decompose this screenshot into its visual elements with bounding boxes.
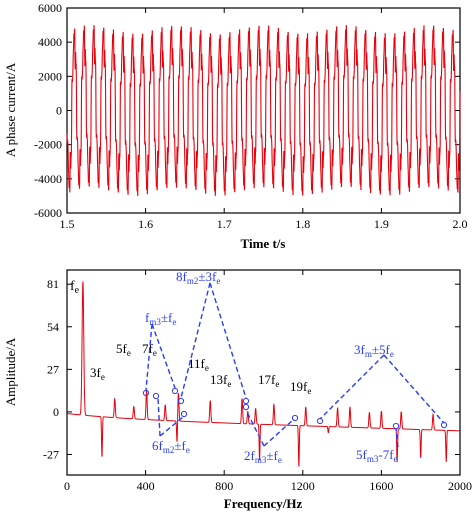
x-tick-label: 1600: [369, 479, 393, 493]
y-tick-label: 27: [47, 362, 59, 376]
marker: [392, 422, 400, 430]
marker: [291, 414, 299, 422]
top-y-axis-ticks: 6000 4000 2000 0 -2000 -4000 -6000: [34, 1, 460, 220]
x-tick-label: 1.9: [374, 217, 389, 231]
x-tick-label: 0: [64, 479, 70, 493]
current-waveform-line: [66, 25, 461, 196]
marker: [316, 417, 324, 425]
peak-label-5fe: 5fe: [116, 341, 131, 358]
x-tick-label: 1.7: [217, 217, 232, 231]
annotation-lines: [145, 282, 445, 448]
spectrum-line: [66, 281, 461, 467]
marker: [440, 421, 448, 429]
annotation-line-2fm3: [245, 409, 295, 447]
annotation-label-8fm2-3fe: 8fm2±3fe: [176, 269, 220, 286]
marker: [180, 410, 188, 418]
y-tick-label: -27: [43, 448, 59, 462]
annotation-line-3fm: [319, 354, 445, 424]
peak-label-17fe: 17fe: [258, 372, 279, 389]
bottom-y-axis-label: Amplitude/A: [3, 337, 18, 406]
bottom-y-axis-ticks: 81 54 27 0 -27: [43, 277, 460, 462]
peak-label-fe: fe: [70, 279, 80, 296]
x-tick-label: 400: [137, 479, 155, 493]
bottom-x-axis-label: Frequency/Hz: [224, 496, 303, 511]
y-tick-label: 4000: [38, 35, 62, 49]
y-tick-label: 6000: [38, 1, 62, 15]
marker: [177, 397, 185, 405]
y-tick-label: 0: [53, 405, 59, 419]
marker: [242, 397, 250, 405]
annotation-label-fm3-fe: fm3±fe: [145, 310, 176, 327]
top-x-axis-label: Time t/s: [241, 236, 286, 251]
y-tick-label: -2000: [34, 138, 62, 152]
top-y-axis-label: A phase current/A: [3, 62, 18, 157]
x-tick-label: 800: [215, 479, 233, 493]
y-tick-label: 54: [47, 320, 59, 334]
annotation-label-5fm3-7fe: 5fm3-7fe: [356, 447, 398, 464]
annotation-line-8fm2: [180, 282, 247, 399]
x-tick-label: 1200: [291, 479, 315, 493]
peak-label-13fe: 13fe: [210, 372, 231, 389]
peak-label-19fe: 19fe: [290, 379, 311, 396]
bottom-plot-frame: [66, 269, 461, 476]
peak-label-11fe: 11fe: [188, 356, 209, 373]
x-tick-label: 2000: [448, 479, 472, 493]
marker: [242, 403, 250, 411]
y-tick-label: 2000: [38, 69, 62, 83]
y-tick-label: -6000: [34, 206, 62, 220]
top-x-axis-ticks: 1.5 1.6 1.7 1.8 1.9 2.0: [60, 8, 468, 231]
frequency-domain-chart: 81 54 27 0 -27 0 400 800 1200 1600 2000 Frequency…: [3, 269, 472, 511]
annotation-line-fm3: [145, 323, 176, 391]
x-tick-label: 1.8: [295, 217, 310, 231]
x-tick-label: 1.6: [138, 217, 153, 231]
annotation-label-3fm-5fe: 3fm±5fe: [354, 342, 394, 359]
peak-label-3fe: 3fe: [90, 365, 105, 382]
marker: [152, 392, 160, 400]
x-tick-label: 1.5: [60, 217, 75, 231]
annotation-line-5fm3: [395, 427, 399, 448]
marker: [142, 389, 150, 397]
y-tick-label: 0: [56, 104, 62, 118]
annotation-line-6fm2: [157, 397, 184, 437]
y-tick-label: -4000: [34, 172, 62, 186]
annotation-label-2fm3-fe: 2fm3±fe: [244, 448, 282, 465]
peak-label-7fe: 7fe: [142, 341, 157, 358]
annotation-label-6fm2-fe: 6fm2±fe: [152, 438, 190, 455]
bottom-x-axis-ticks: 0 400 800 1200 1600 2000: [64, 270, 472, 493]
y-tick-label: 81: [47, 277, 59, 291]
annotation-markers: [142, 387, 448, 430]
x-tick-label: 2.0: [453, 217, 468, 231]
marker: [171, 387, 179, 395]
